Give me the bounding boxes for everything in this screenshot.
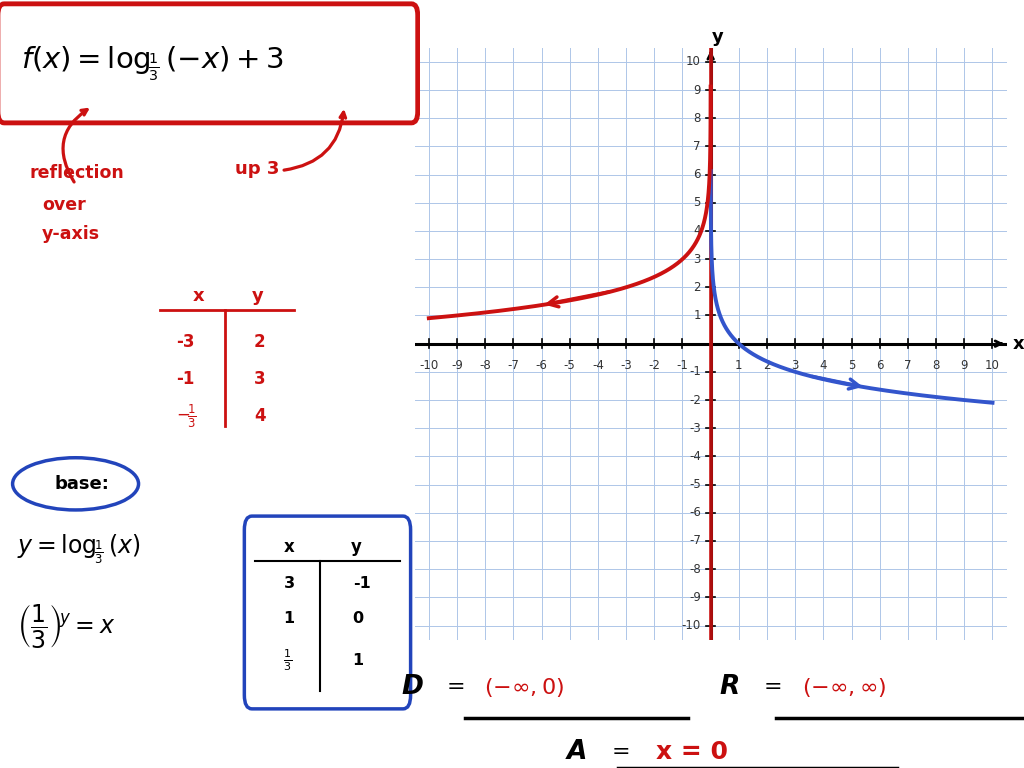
- Text: 10: 10: [985, 359, 1000, 372]
- Text: -5: -5: [689, 478, 700, 491]
- Text: up 3: up 3: [236, 160, 280, 178]
- Text: 8: 8: [933, 359, 940, 372]
- Text: -1: -1: [677, 359, 688, 372]
- Text: -1: -1: [689, 366, 700, 379]
- Text: x: x: [1013, 335, 1024, 353]
- Text: 3: 3: [693, 253, 700, 266]
- Text: 1: 1: [284, 611, 295, 626]
- Text: 10: 10: [686, 55, 700, 68]
- Text: =: =: [611, 743, 630, 763]
- Text: 7: 7: [693, 140, 700, 153]
- Text: $(-\infty, \infty)$: $(-\infty, \infty)$: [802, 676, 887, 699]
- Text: -7: -7: [689, 535, 700, 548]
- Text: $y = \log_{\!\frac{1}{3}}(x)$: $y = \log_{\!\frac{1}{3}}(x)$: [16, 532, 140, 566]
- Text: R: R: [719, 674, 739, 700]
- Text: x: x: [284, 538, 294, 556]
- FancyBboxPatch shape: [0, 4, 418, 123]
- Text: 4: 4: [254, 407, 265, 425]
- Text: -4: -4: [689, 450, 700, 463]
- Text: 2: 2: [763, 359, 771, 372]
- Text: x: x: [194, 286, 205, 305]
- Text: 0: 0: [352, 611, 364, 626]
- Text: 5: 5: [693, 197, 700, 209]
- Text: y-axis: y-axis: [42, 225, 100, 243]
- Text: -2: -2: [648, 359, 660, 372]
- Text: -3: -3: [176, 333, 195, 351]
- Text: 3: 3: [284, 576, 295, 591]
- Text: -6: -6: [536, 359, 548, 372]
- Text: =: =: [764, 677, 782, 697]
- Text: -9: -9: [689, 591, 700, 604]
- Text: $f(x) = \log_{\!\frac{1}{3}}(-x)+3$: $f(x) = \log_{\!\frac{1}{3}}(-x)+3$: [20, 45, 284, 83]
- Text: -7: -7: [508, 359, 519, 372]
- Text: -1: -1: [176, 369, 195, 388]
- Text: base:: base:: [54, 475, 110, 493]
- Text: x = 0: x = 0: [655, 740, 728, 764]
- Text: 2: 2: [693, 281, 700, 294]
- Text: 5: 5: [848, 359, 855, 372]
- Text: y: y: [252, 286, 263, 305]
- Text: -5: -5: [564, 359, 575, 372]
- Text: 7: 7: [904, 359, 911, 372]
- Text: 9: 9: [961, 359, 968, 372]
- Text: -2: -2: [689, 393, 700, 406]
- Text: 4: 4: [819, 359, 827, 372]
- FancyBboxPatch shape: [245, 516, 411, 709]
- Text: 8: 8: [693, 111, 700, 124]
- Text: -8: -8: [479, 359, 492, 372]
- Text: $(-\infty, 0)$: $(-\infty, 0)$: [484, 676, 564, 699]
- Text: 1: 1: [693, 309, 700, 322]
- Text: $\frac{1}{3}$: $\frac{1}{3}$: [284, 647, 293, 674]
- Text: -10: -10: [682, 619, 700, 632]
- Text: 1: 1: [735, 359, 742, 372]
- Text: y: y: [350, 538, 361, 556]
- Text: -9: -9: [451, 359, 463, 372]
- Text: -6: -6: [689, 506, 700, 519]
- Text: 3: 3: [792, 359, 799, 372]
- Text: -1: -1: [352, 576, 371, 591]
- Text: 9: 9: [693, 84, 700, 97]
- Text: A: A: [567, 740, 587, 766]
- Text: D: D: [401, 674, 424, 700]
- Text: 2: 2: [254, 333, 265, 351]
- Text: 6: 6: [876, 359, 884, 372]
- Text: -3: -3: [689, 422, 700, 435]
- Text: -3: -3: [621, 359, 632, 372]
- Text: -10: -10: [419, 359, 438, 372]
- Text: 4: 4: [693, 224, 700, 237]
- Text: -8: -8: [689, 563, 700, 576]
- Text: 3: 3: [254, 369, 265, 388]
- Text: 6: 6: [693, 168, 700, 181]
- Text: $-\!\frac{1}{3}$: $-\!\frac{1}{3}$: [176, 402, 197, 430]
- Text: y: y: [712, 28, 724, 46]
- Text: reflection: reflection: [30, 164, 124, 182]
- Text: -4: -4: [592, 359, 604, 372]
- Text: =: =: [446, 677, 465, 697]
- Text: over: over: [42, 196, 86, 214]
- Text: $\left(\dfrac{1}{3}\right)^{\!y} = x$: $\left(\dfrac{1}{3}\right)^{\!y} = x$: [16, 602, 116, 650]
- Text: 1: 1: [352, 653, 364, 668]
